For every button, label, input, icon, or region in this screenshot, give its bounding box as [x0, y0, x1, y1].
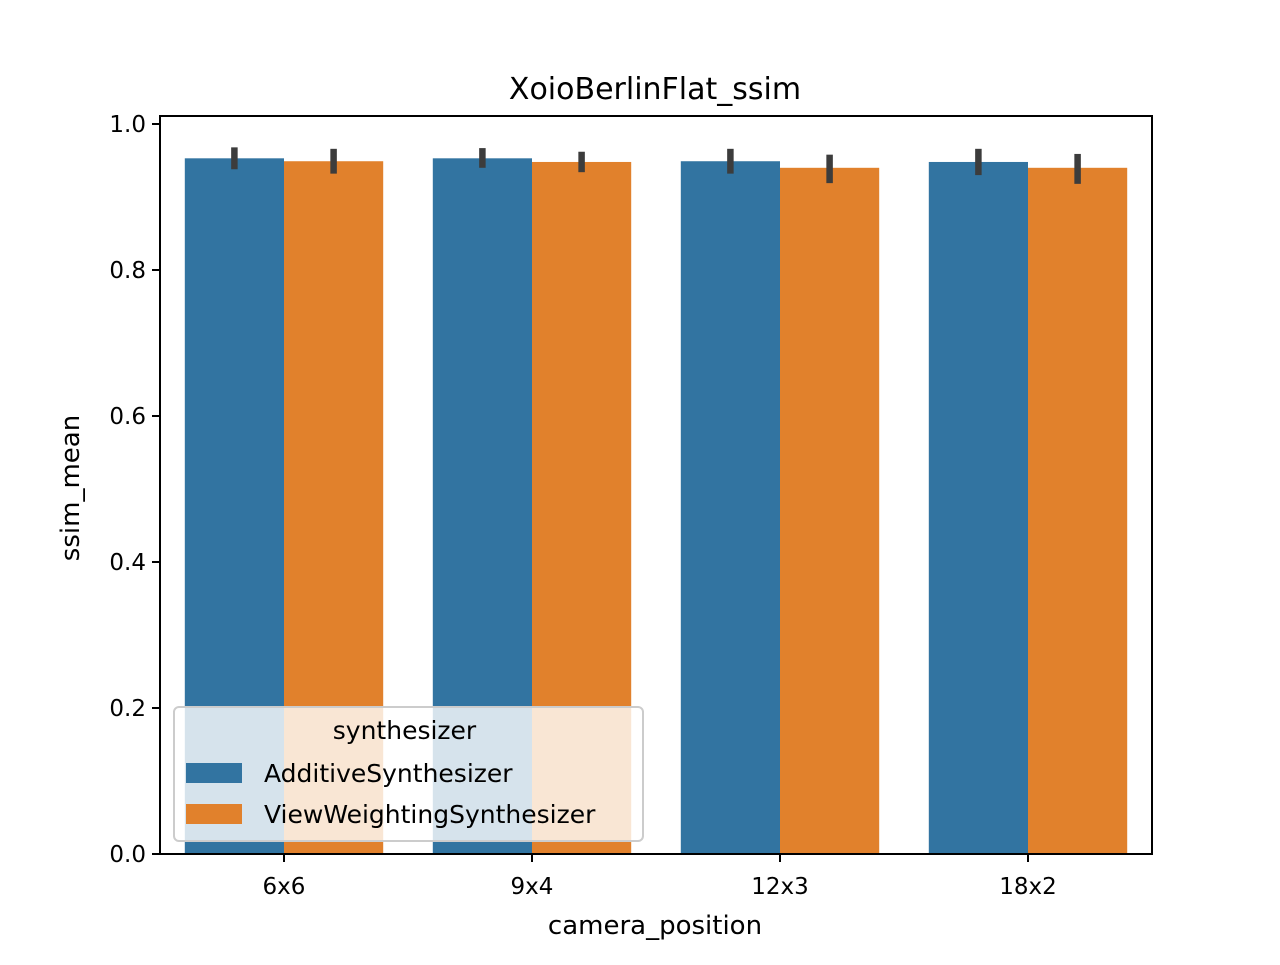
- bar-AdditiveSynthesizer-12x3: [680, 161, 780, 855]
- y-tick-label: 0.4: [109, 550, 146, 576]
- legend: synthesizer AdditiveSynthesizer ViewWeight…: [173, 706, 644, 842]
- x-tick-label: 18x2: [999, 874, 1057, 900]
- legend-box: [173, 706, 644, 842]
- legend-label-AdditiveSynthesizer: AdditiveSynthesizer: [264, 759, 513, 788]
- legend-label-ViewWeightingSynthesizer: ViewWeightingSynthesizer: [264, 800, 596, 829]
- y-tick-label: 0.0: [109, 842, 146, 868]
- x-tick-label: 9x4: [511, 874, 554, 900]
- legend-title: synthesizer: [333, 716, 477, 745]
- legend-swatch-AdditiveSynthesizer: [186, 763, 242, 783]
- axes-frame: [159, 115, 1153, 855]
- x-axis-label: camera_position: [548, 911, 762, 941]
- x-tick-label: 12x3: [751, 874, 809, 900]
- y-tick-label: 0.2: [109, 696, 146, 722]
- y-tick-label: 0.6: [109, 404, 146, 430]
- chart-title: XoioBerlinFlat_ssim: [509, 72, 801, 107]
- legend-swatch-ViewWeightingSynthesizer: [186, 804, 242, 824]
- y-tick-label: 0.8: [109, 258, 146, 284]
- y-axis-label: ssim_mean: [56, 415, 86, 561]
- bar-AdditiveSynthesizer-18x2: [928, 161, 1028, 854]
- x-tick-label: 6x6: [263, 874, 306, 900]
- bar-ViewWeightingSynthesizer-18x2: [1028, 167, 1128, 855]
- bar-ViewWeightingSynthesizer-12x3: [780, 167, 880, 855]
- y-tick-label: 1.0: [109, 112, 146, 138]
